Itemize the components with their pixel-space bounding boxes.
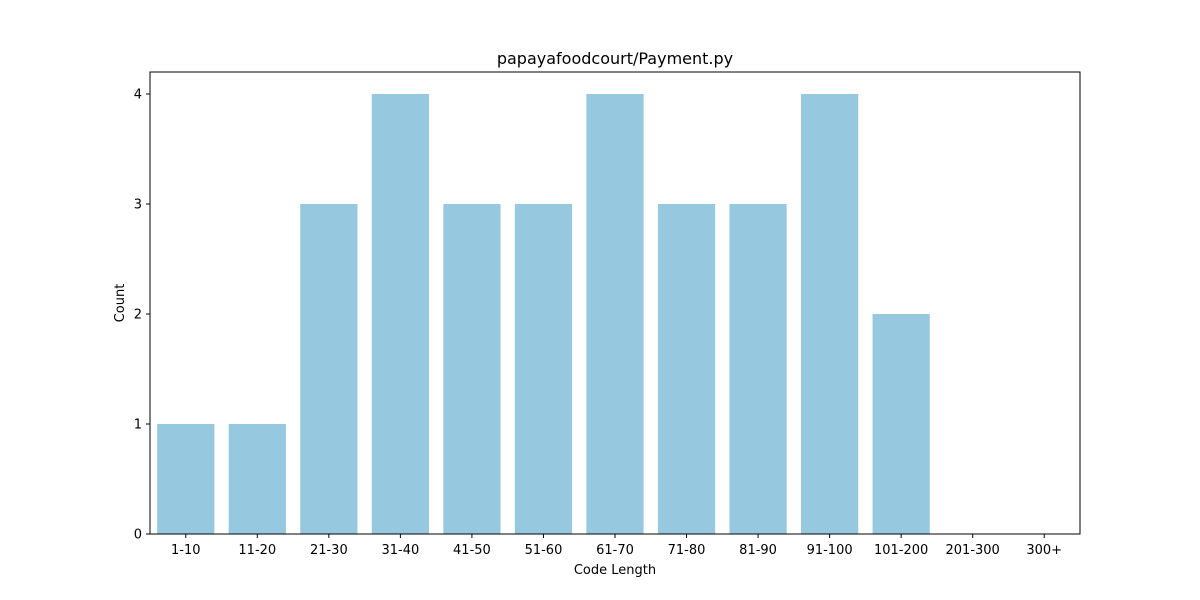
x-tick-label: 61-70 xyxy=(596,543,634,558)
bar-31-40 xyxy=(371,94,429,534)
y-axis-ticks: 0 1 2 3 4 xyxy=(134,88,150,543)
chart-title: papayafoodcourt/Payment.py xyxy=(497,49,733,68)
bars-group xyxy=(157,94,930,534)
y-tick-label: 1 xyxy=(134,418,142,433)
x-tick-label: 1-10 xyxy=(171,543,201,558)
x-tick-label: 101-200 xyxy=(874,543,928,558)
y-tick-label: 3 xyxy=(134,198,142,213)
bar-51-60 xyxy=(514,204,573,534)
bar-71-80 xyxy=(657,204,716,534)
y-tick-label: 0 xyxy=(134,528,142,543)
x-tick-label: 51-60 xyxy=(525,543,563,558)
x-tick-label: 81-90 xyxy=(739,543,777,558)
x-tick-label: 201-300 xyxy=(946,543,1000,558)
bar-41-50 xyxy=(443,204,501,534)
x-tick-label: 31-40 xyxy=(381,543,419,558)
x-tick-label: 41-50 xyxy=(453,543,491,558)
bar-11-20 xyxy=(228,424,286,534)
x-tick-label: 11-20 xyxy=(238,543,276,558)
bar-1-10 xyxy=(157,424,215,534)
bar-91-100 xyxy=(801,94,859,534)
y-tick-label: 4 xyxy=(134,88,142,103)
bar-81-90 xyxy=(729,204,787,534)
bar-101-200 xyxy=(872,314,930,534)
y-axis-label: Count xyxy=(113,284,128,323)
y-tick-label: 2 xyxy=(134,308,142,323)
x-tick-label: 21-30 xyxy=(310,543,348,558)
x-tick-label: 300+ xyxy=(1026,543,1062,558)
x-tick-label: 71-80 xyxy=(668,543,706,558)
bar-61-70 xyxy=(586,94,644,534)
x-axis-label: Code Length xyxy=(574,563,656,578)
x-tick-label: 91-100 xyxy=(807,543,853,558)
x-axis-ticks: 1-10 11-20 21-30 31-40 41-50 51-60 61-70 71-80 8… xyxy=(171,534,1062,558)
bar-21-30 xyxy=(300,204,358,534)
plot-area-frame xyxy=(149,71,1081,535)
